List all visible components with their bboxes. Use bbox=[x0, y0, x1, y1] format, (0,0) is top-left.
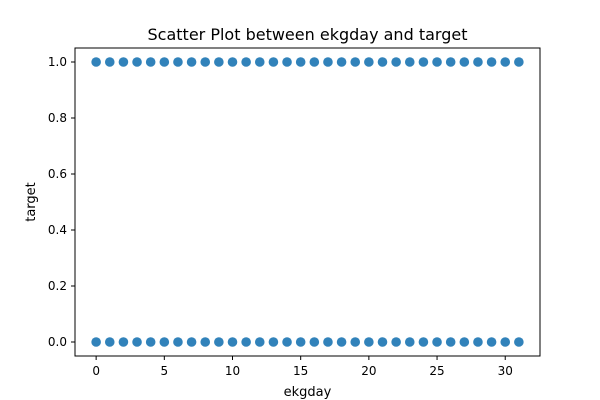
data-point bbox=[200, 337, 211, 347]
data-point bbox=[268, 57, 279, 67]
data-point bbox=[432, 57, 442, 67]
y-tick-label: 0.0 bbox=[48, 335, 67, 349]
data-points bbox=[91, 57, 524, 347]
data-point bbox=[118, 337, 129, 347]
data-point bbox=[282, 337, 292, 347]
data-point bbox=[350, 337, 361, 347]
data-point bbox=[404, 57, 415, 67]
x-tick-label: 0 bbox=[92, 364, 100, 378]
data-point bbox=[514, 57, 524, 67]
x-axis-ticks: 0 5 10 15 20 25 30 bbox=[92, 356, 513, 378]
data-point bbox=[268, 337, 279, 347]
data-point bbox=[473, 337, 483, 347]
x-tick-label: 20 bbox=[361, 364, 376, 378]
y-axis-label: target bbox=[24, 182, 39, 222]
y-axis-ticks: 0.0 0.2 0.4 0.6 0.8 1.0 bbox=[48, 55, 75, 349]
y-tick-label: 0.2 bbox=[48, 279, 67, 293]
x-tick-label: 30 bbox=[498, 364, 513, 378]
data-point bbox=[145, 57, 156, 67]
data-point bbox=[91, 57, 101, 67]
x-tick-label: 15 bbox=[293, 364, 308, 378]
data-point bbox=[227, 337, 238, 347]
data-point bbox=[486, 57, 497, 67]
data-point bbox=[295, 337, 306, 347]
data-point bbox=[309, 337, 320, 347]
data-point bbox=[132, 337, 142, 347]
data-point bbox=[104, 57, 115, 67]
data-point bbox=[377, 57, 388, 67]
data-point bbox=[377, 337, 388, 347]
data-point bbox=[214, 337, 224, 347]
data-point bbox=[500, 57, 511, 67]
data-point bbox=[486, 337, 497, 347]
data-point bbox=[173, 57, 183, 67]
x-axis-label: ekgday bbox=[284, 385, 332, 400]
data-point bbox=[336, 57, 347, 67]
data-point bbox=[323, 57, 333, 67]
x-tick-label: 25 bbox=[429, 364, 444, 378]
y-tick-label: 0.8 bbox=[48, 111, 67, 125]
data-point bbox=[445, 337, 456, 347]
data-point bbox=[200, 57, 211, 67]
x-tick-label: 10 bbox=[225, 364, 240, 378]
data-point bbox=[118, 57, 129, 67]
data-point bbox=[404, 337, 415, 347]
data-point bbox=[254, 337, 265, 347]
data-point bbox=[500, 337, 511, 347]
data-point bbox=[132, 57, 142, 67]
data-point bbox=[173, 337, 183, 347]
data-point bbox=[282, 57, 292, 67]
y-tick-label: 0.6 bbox=[48, 167, 67, 181]
data-point bbox=[445, 57, 456, 67]
data-point bbox=[514, 337, 524, 347]
data-point bbox=[350, 57, 361, 67]
data-point bbox=[227, 57, 238, 67]
data-point bbox=[214, 57, 224, 67]
data-point bbox=[91, 337, 101, 347]
data-point bbox=[391, 337, 401, 347]
data-point bbox=[186, 337, 197, 347]
chart-title: Scatter Plot between ekgday and target bbox=[148, 25, 468, 44]
data-point bbox=[459, 337, 470, 347]
data-point bbox=[104, 337, 115, 347]
data-point bbox=[159, 337, 170, 347]
data-point bbox=[364, 57, 374, 67]
data-point bbox=[241, 57, 251, 67]
data-point bbox=[186, 57, 197, 67]
data-point bbox=[336, 337, 347, 347]
data-point bbox=[391, 57, 401, 67]
y-tick-label: 1.0 bbox=[48, 55, 67, 69]
data-point bbox=[309, 57, 320, 67]
data-point bbox=[473, 57, 483, 67]
data-point bbox=[159, 57, 170, 67]
data-point bbox=[459, 57, 470, 67]
data-point bbox=[323, 337, 333, 347]
data-point bbox=[418, 337, 429, 347]
data-point bbox=[432, 337, 442, 347]
data-point bbox=[254, 57, 265, 67]
data-point bbox=[241, 337, 251, 347]
data-point bbox=[295, 57, 306, 67]
y-tick-label: 0.4 bbox=[48, 223, 67, 237]
data-point bbox=[418, 57, 429, 67]
plot-frame bbox=[74, 47, 541, 357]
data-point bbox=[364, 337, 374, 347]
x-tick-label: 5 bbox=[160, 364, 168, 378]
data-point bbox=[145, 337, 156, 347]
